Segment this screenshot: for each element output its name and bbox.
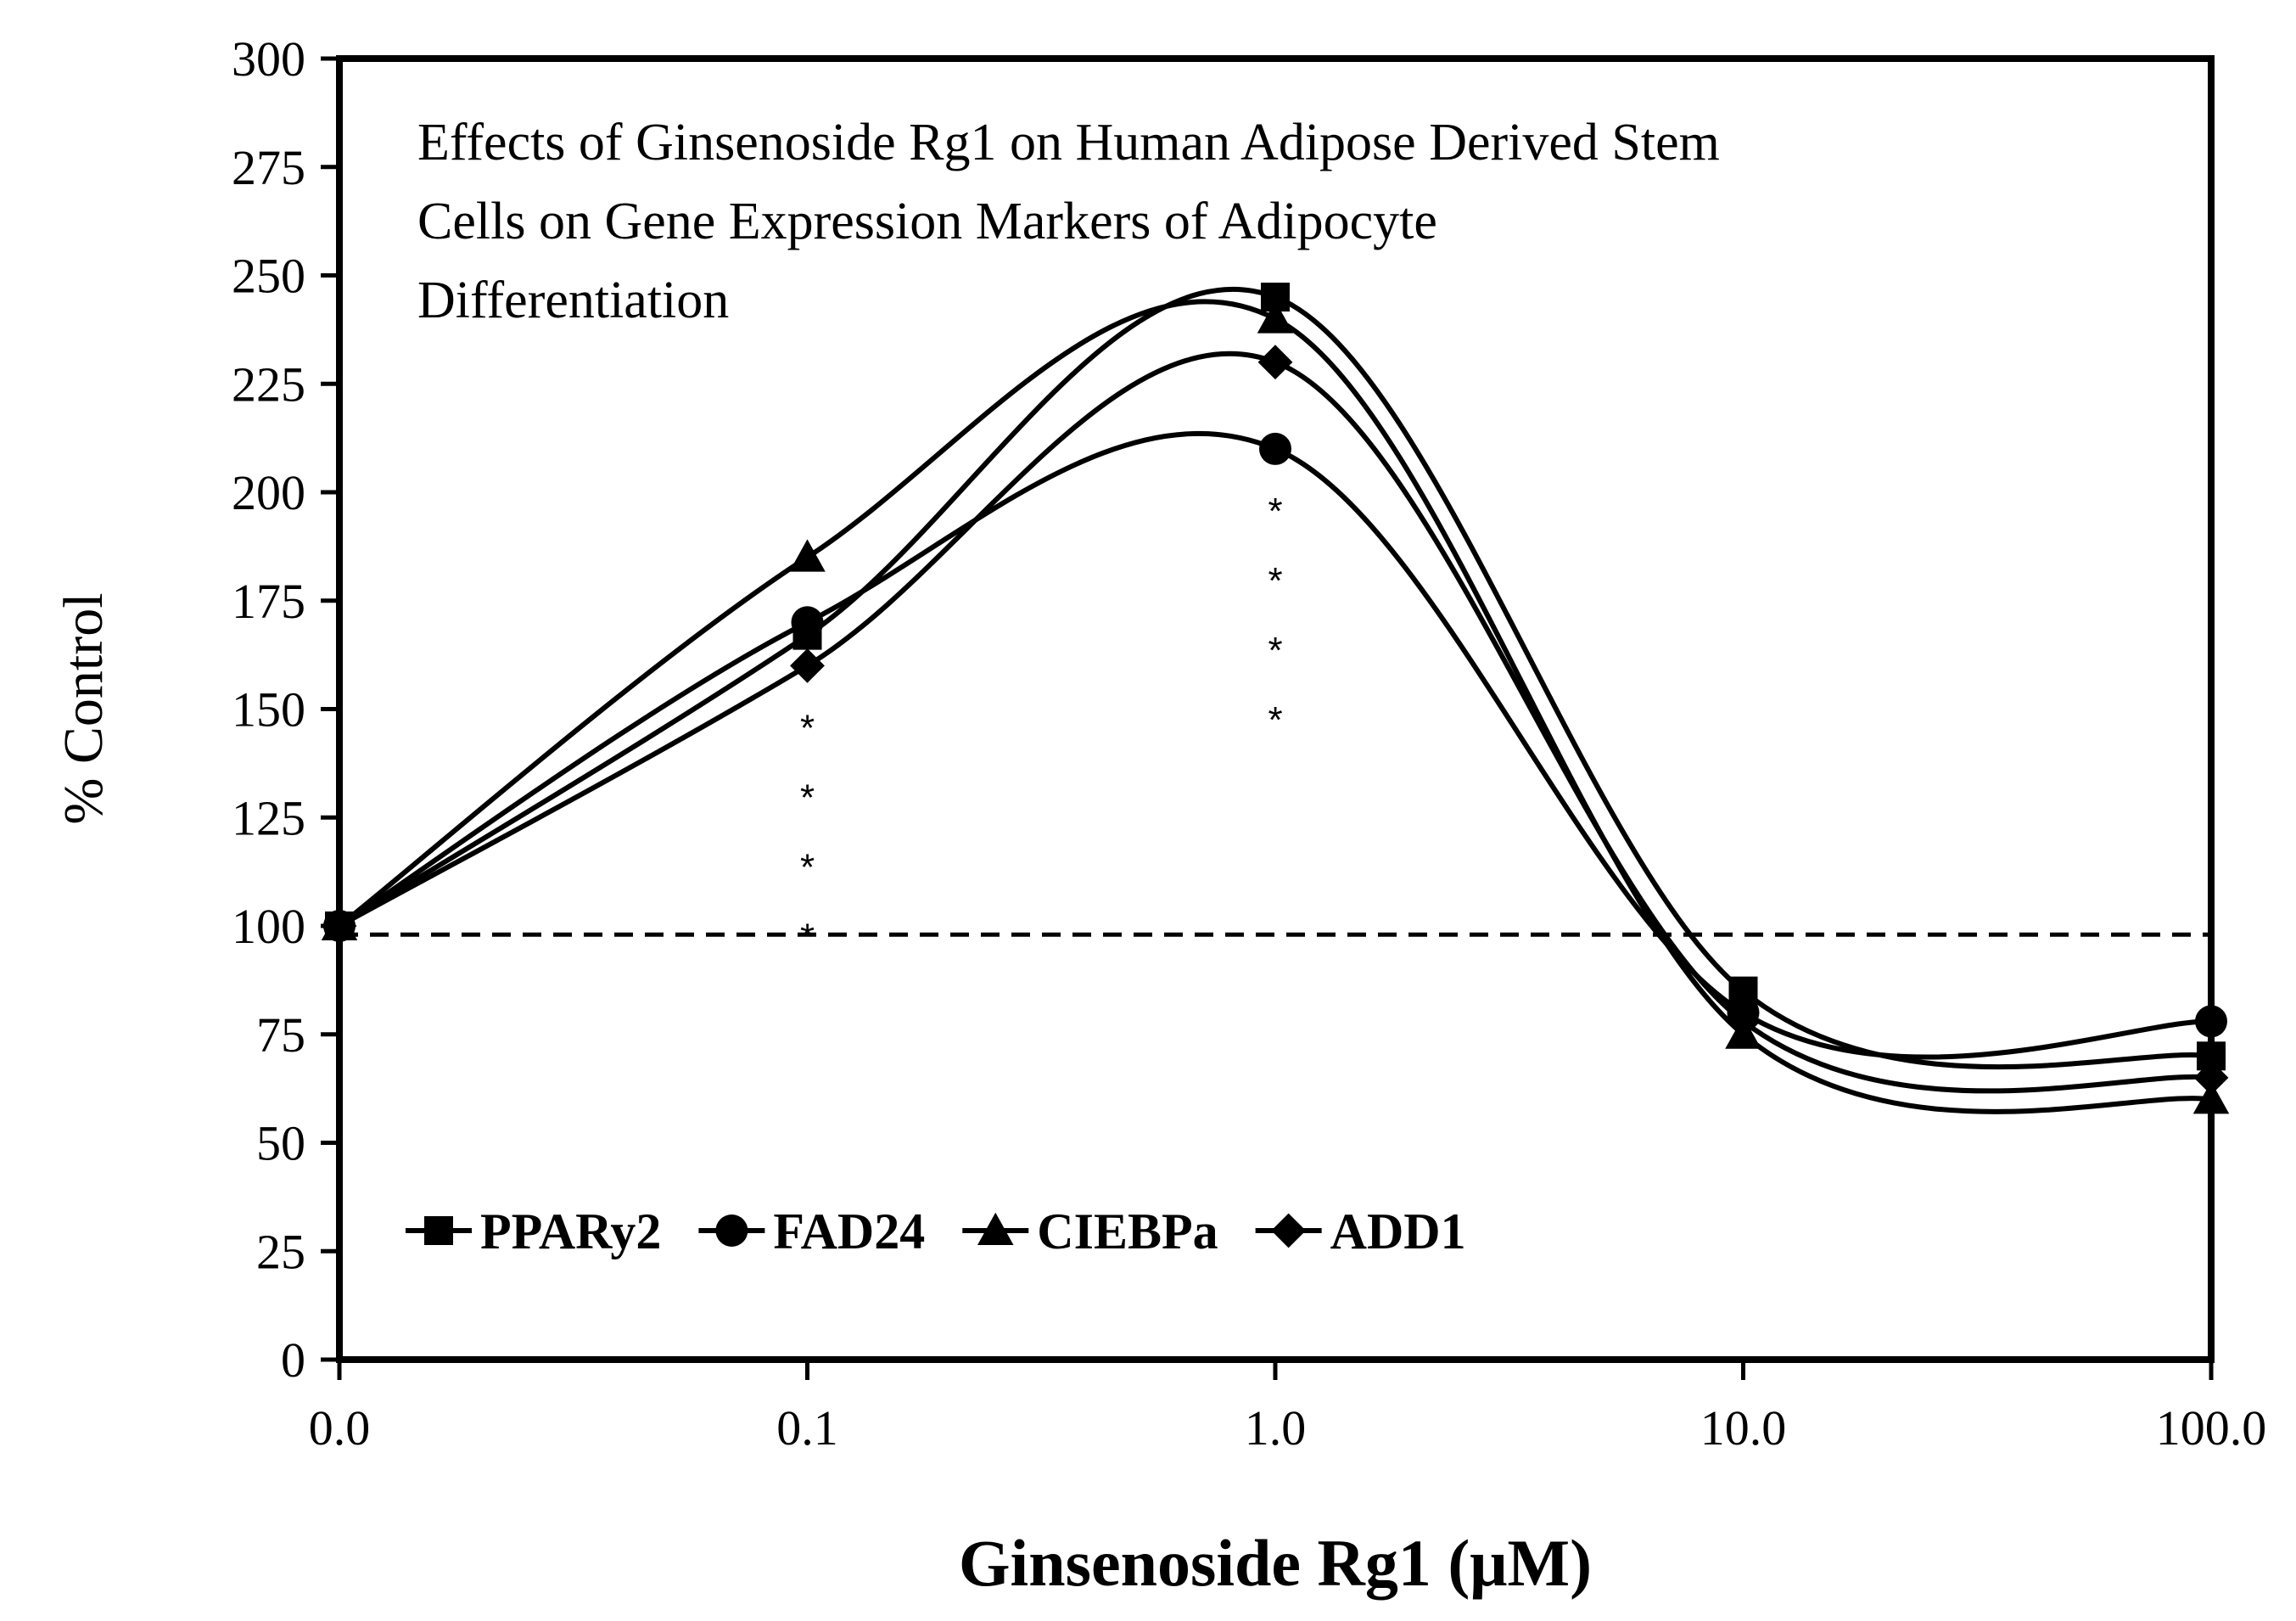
significance-star: * [800, 916, 815, 957]
y-tick-label: 25 [256, 1224, 305, 1279]
y-tick-label: 50 [256, 1116, 305, 1171]
y-axis: 0 25 50 75 100 125 150 175 200 225 250 275 300 [232, 31, 339, 1388]
plot-area [336, 55, 2215, 1363]
data-point-fad24 [791, 606, 824, 639]
legend-marker-fad24 [715, 1214, 748, 1247]
y-tick-label: 200 [232, 465, 305, 520]
significance-star: * [1268, 560, 1282, 602]
x-tick-label: 1.0 [1245, 1400, 1307, 1456]
y-tick-label: 175 [232, 574, 305, 629]
y-tick-label: 225 [232, 356, 305, 412]
legend-label-ppary2: PPARy2 [480, 1203, 661, 1259]
significance-star: * [1268, 491, 1282, 532]
data-point-ciebpa [2192, 1081, 2230, 1114]
x-tick-label: 0.1 [776, 1400, 838, 1456]
y-tick-label: 275 [232, 140, 305, 195]
y-tick-label: 300 [232, 31, 305, 87]
legend-marker-ppary2 [424, 1216, 453, 1245]
significance-star: * [1268, 699, 1282, 741]
significance-star: * [800, 846, 815, 888]
y-tick-label: 100 [232, 899, 305, 954]
data-point-add1 [790, 648, 825, 683]
y-tick-label: 150 [232, 682, 305, 738]
x-axis-label: Ginsenoside Rg1 (μM) [959, 1526, 1592, 1600]
significance-annotations: * * * * * * * * [800, 491, 1283, 958]
legend-label-ciebpa: CIEBPa [1037, 1203, 1218, 1259]
y-tick-label: 0 [281, 1332, 305, 1388]
chart-title-line-1: Effects of Ginsenoside Rg1 on Human Adip… [417, 114, 1720, 171]
data-point-add1 [2193, 1060, 2229, 1096]
data-point-fad24 [1259, 432, 1291, 465]
significance-star: * [800, 777, 815, 818]
chart-title-line-2: Cells on Gene Expression Markers of Adip… [417, 193, 1437, 250]
x-tick-label: 100.0 [2156, 1400, 2267, 1456]
significance-star: * [1268, 630, 1282, 671]
legend: PPARy2 FAD24 CIEBPa ADD1 [406, 1203, 1466, 1259]
data-point-add1 [1257, 345, 1293, 380]
y-tick-label: 250 [232, 249, 305, 304]
x-tick-label: 10.0 [1700, 1400, 1787, 1456]
x-axis: 0.0 0.1 1.0 10.0 100.0 [309, 1360, 2267, 1456]
y-tick-label: 75 [256, 1007, 305, 1063]
legend-marker-add1 [1271, 1213, 1307, 1248]
data-point-add1 [322, 908, 357, 944]
data-point-ciebpa [789, 539, 826, 572]
data-point-ciebpa [1257, 300, 1294, 334]
significance-star: * [800, 707, 815, 749]
legend-label-fad24: FAD24 [773, 1203, 925, 1259]
y-tick-label: 125 [232, 790, 305, 845]
legend-label-add1: ADD1 [1330, 1203, 1466, 1259]
series-markers [321, 283, 2230, 1114]
y-axis-label: % Control [53, 592, 115, 824]
legend-marker-ciebpa [977, 1212, 1014, 1245]
series-line-fad24 [338, 430, 2212, 1060]
x-tick-label: 0.0 [309, 1400, 371, 1456]
chart-title-line-3: Differentiation [417, 272, 729, 329]
data-point-fad24 [2195, 1005, 2227, 1038]
data-point-add1 [1726, 1004, 1761, 1039]
